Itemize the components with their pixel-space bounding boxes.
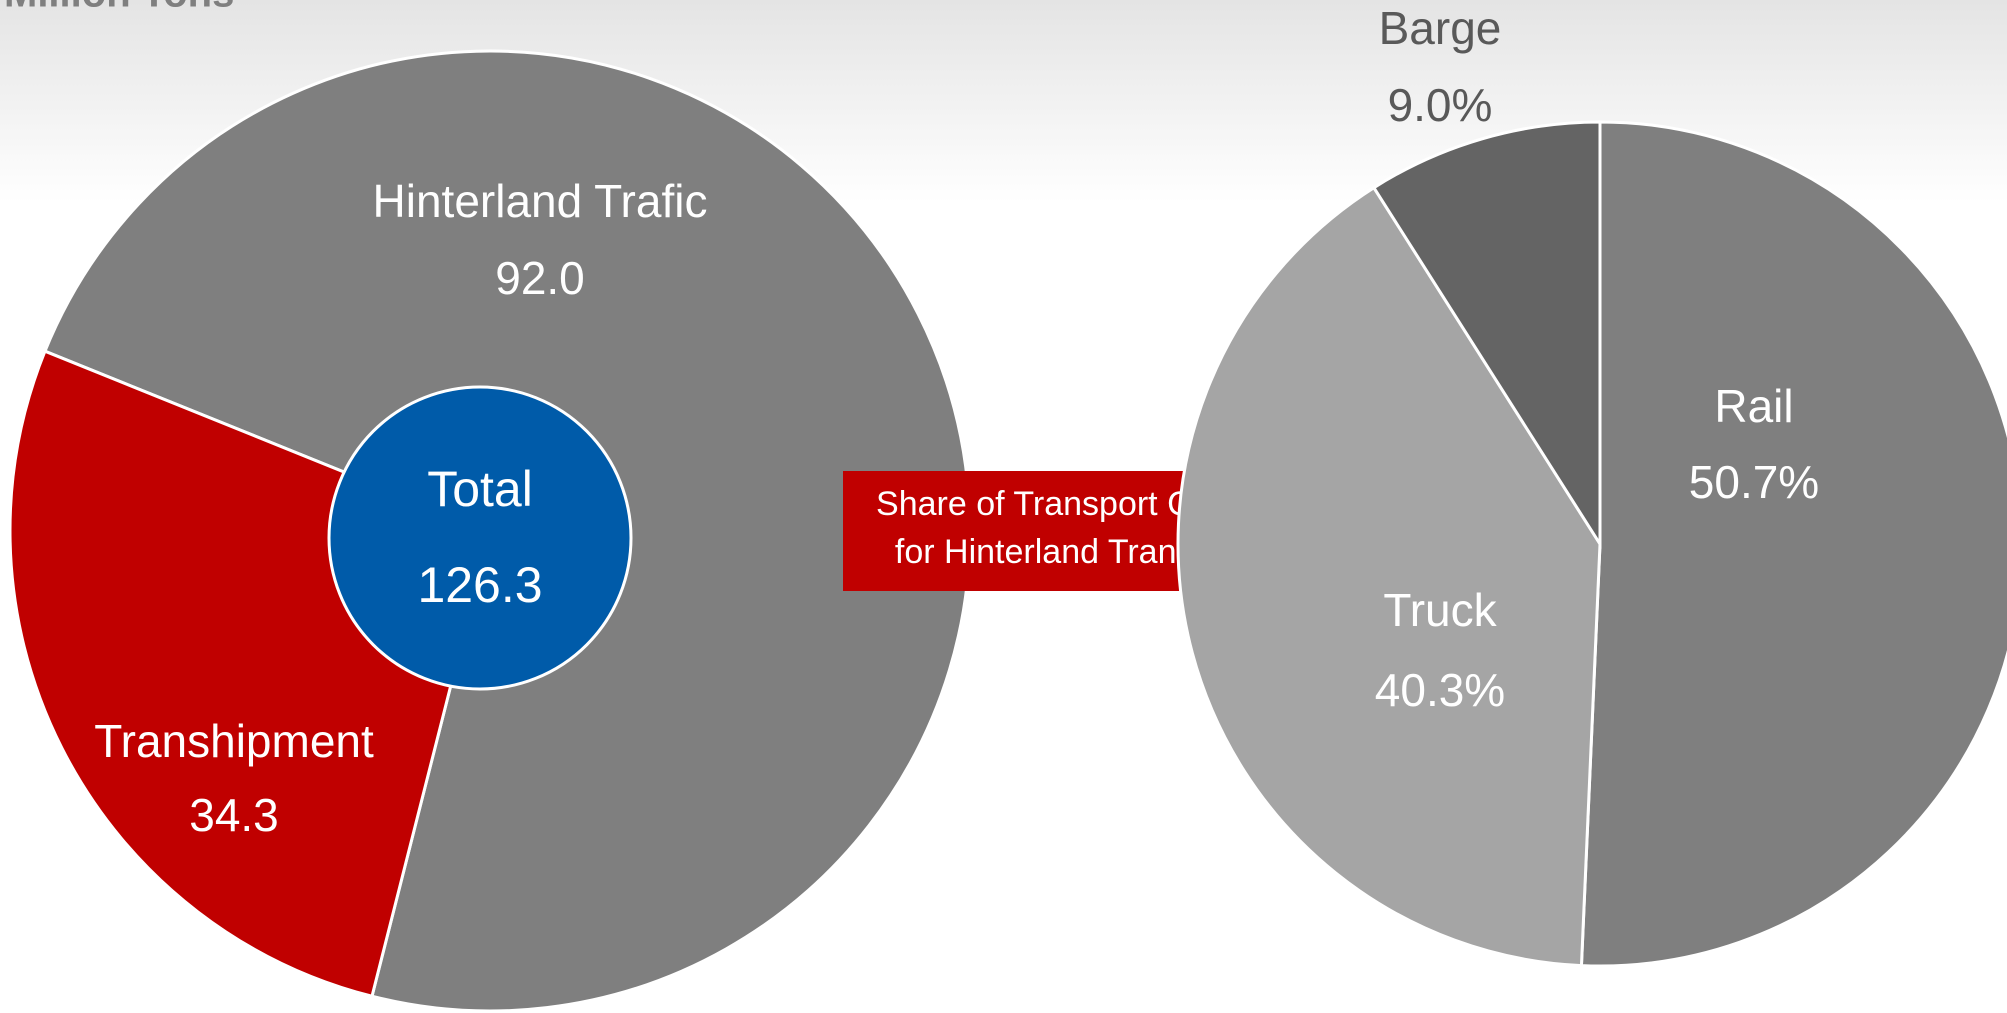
slice-value: 9.0% <box>1388 79 1493 131</box>
center-circle <box>327 385 633 691</box>
slice-value: 92.0 <box>495 252 585 304</box>
slice-value: 34.3 <box>189 789 279 841</box>
slice-label: Rail <box>1714 380 1793 432</box>
center-label: Total <box>427 461 533 517</box>
slice-label: Barge <box>1379 2 1502 54</box>
pie-slice <box>1176 185 1602 968</box>
slice-label: Hinterland Trafic <box>373 175 708 227</box>
pie-slice <box>1579 120 2007 968</box>
pie-slice <box>1371 120 1602 550</box>
subtitle: Million Tons <box>4 0 234 16</box>
center-value: 126.3 <box>417 557 542 613</box>
slice-value: 50.7% <box>1689 456 1819 508</box>
slice-label: Truck <box>1383 584 1497 636</box>
slice-label: Transhipment <box>94 715 374 767</box>
slice-value: 40.3% <box>1375 664 1505 716</box>
